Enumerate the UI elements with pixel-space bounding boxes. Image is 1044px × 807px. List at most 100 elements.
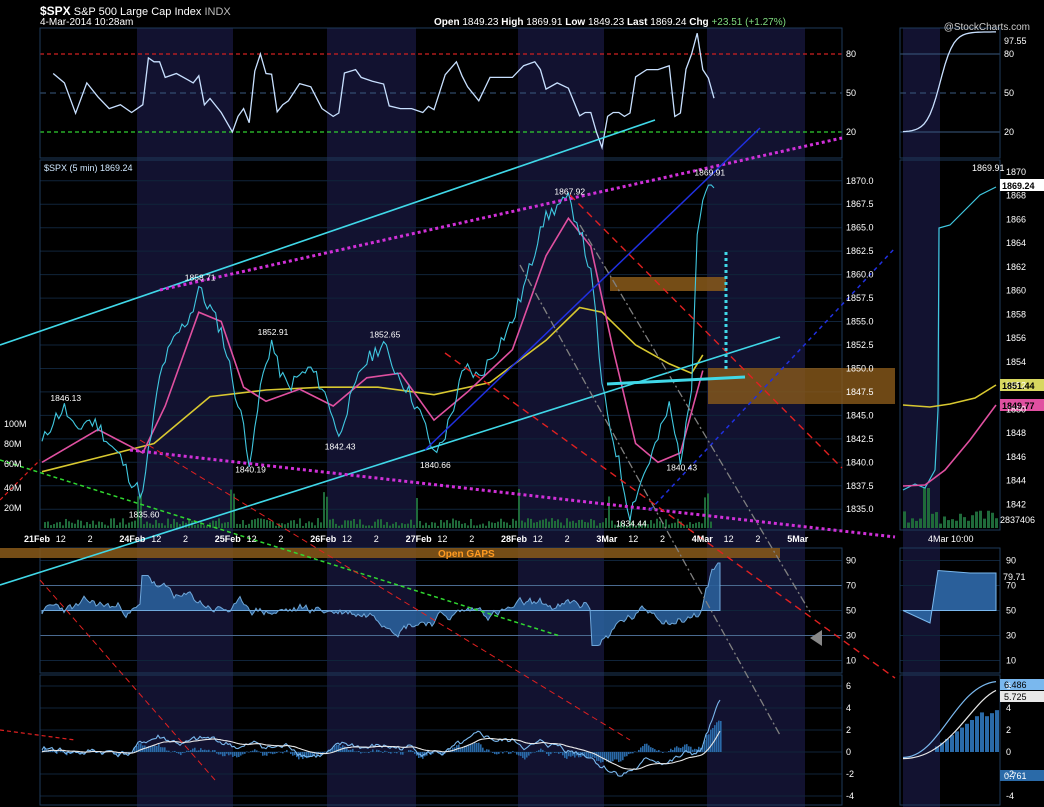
macd-right-histogram-bar (970, 719, 974, 752)
x-axis-label: 12 (247, 534, 257, 544)
macd-histogram-bar (588, 752, 590, 759)
volume-bar (392, 523, 394, 528)
price-annotation: 1869.91 (694, 168, 725, 178)
macd-histogram-bar (486, 749, 488, 752)
macd-histogram-bar (474, 742, 476, 752)
chg-value: +23.51 (+1.27%) (711, 17, 786, 28)
volume-bar-right (951, 519, 954, 528)
volume-bar (50, 525, 52, 528)
macd-histogram-bar (222, 752, 224, 757)
macd-right-tick: 0 (1006, 747, 1011, 757)
macd-histogram-bar (698, 746, 700, 752)
macd-histogram-bar (286, 749, 288, 752)
macd-histogram-bar (216, 752, 218, 754)
rsi-mid-right-tick: 70 (1006, 581, 1016, 591)
volume-bar-right (947, 520, 950, 528)
volume-bar (383, 524, 385, 528)
rsi-top-panel (39, 27, 843, 159)
macd-histogram-bar (658, 750, 660, 752)
volume-bar (221, 523, 223, 528)
macd-histogram-bar (678, 747, 680, 752)
x-axis-label: 5Mar (787, 534, 809, 544)
macd-right-histogram-bar (990, 713, 994, 752)
macd-right-histogram-bar (980, 712, 984, 752)
macd-histogram-bar (452, 747, 454, 752)
volume-bar (551, 518, 553, 528)
macd-histogram-bar (268, 752, 270, 754)
price-y-tick: 1860.0 (846, 270, 874, 280)
price-right-tick: 1842 (1006, 499, 1026, 509)
price-right-last: 1869.24 (1002, 181, 1035, 191)
macd-histogram-bar (652, 747, 654, 752)
macd-histogram-bar (608, 752, 610, 763)
volume-bar (152, 524, 154, 528)
macd-histogram-bar (230, 752, 232, 755)
volume-bar (329, 519, 331, 528)
macd-histogram-bar (690, 746, 692, 752)
macd-tick: 2 (846, 725, 851, 735)
x-axis-label: 12 (724, 534, 734, 544)
volume-bar (650, 520, 652, 528)
open-label: Open (434, 17, 460, 28)
volume-bar (539, 520, 541, 528)
volume-bar (143, 524, 145, 528)
price-right-tick: 1852 (1006, 381, 1026, 391)
last-label: Last (626, 17, 648, 28)
volume-bar-right (935, 512, 938, 528)
macd-histogram-bar (414, 752, 416, 754)
trendline-cyan-upper (0, 119, 656, 346)
macd-histogram-bar (376, 749, 378, 752)
volume-bar (251, 519, 253, 528)
rsi-top-right-tick: 20 (1004, 127, 1014, 137)
macd-signal-line (41, 730, 721, 770)
volume-bar-right (943, 516, 946, 528)
volume-bar-right (979, 510, 982, 528)
price-y-tick: 1870.0 (846, 176, 874, 186)
macd-histogram-bar (702, 745, 704, 752)
rsi-mid-tick: 30 (846, 631, 856, 641)
macd-histogram-bar (682, 746, 684, 752)
macd-histogram-bar (656, 750, 658, 752)
macd-histogram-bar (194, 747, 196, 752)
macd-histogram-bar (250, 751, 252, 752)
volume-bar (515, 520, 517, 528)
volume-bar (74, 523, 76, 528)
volume-bar (296, 523, 298, 528)
macd-histogram-bar (160, 747, 162, 752)
volume-bar (170, 524, 172, 528)
volume-bar (89, 524, 91, 528)
volume-bar (95, 524, 97, 528)
macd-right-panel (899, 674, 1001, 806)
volume-bar (620, 521, 622, 528)
macd-histogram-bar (174, 750, 176, 752)
trendline-cyan-neckline (606, 375, 746, 386)
volume-bar (428, 525, 430, 528)
x-axis-label: 2 (755, 534, 760, 544)
macd-histogram-bar (226, 752, 228, 754)
volume-bar (590, 518, 592, 528)
macd-histogram-bar (256, 750, 258, 752)
open-value: 1849.23 (462, 17, 499, 28)
macd-histogram-bar (560, 752, 562, 754)
volume-bar (626, 525, 628, 528)
macd-histogram-bar (576, 752, 578, 756)
macd-histogram-bar (310, 752, 312, 757)
session-band (707, 28, 805, 807)
price-y-tick: 1845.0 (846, 410, 874, 420)
macd-histogram-bar (416, 752, 418, 756)
volume-bar (500, 518, 502, 528)
volume-bar (107, 525, 109, 528)
volume-bar (83, 525, 85, 528)
macd-histogram-bar (468, 744, 470, 752)
volume-bar (347, 520, 349, 528)
macd-histogram-bar (526, 752, 528, 758)
macd-histogram-bar (294, 752, 296, 756)
x-axis-label: 26Feb (310, 534, 337, 544)
macd-histogram-bar (332, 747, 334, 752)
macd-histogram-bar (618, 752, 620, 763)
price-y-tick: 1842.5 (846, 434, 874, 444)
volume-bar (479, 524, 481, 528)
trendline-blue-upper (424, 127, 761, 451)
gray-arrow-marker (810, 630, 822, 646)
macd-histogram-bar (156, 746, 158, 752)
